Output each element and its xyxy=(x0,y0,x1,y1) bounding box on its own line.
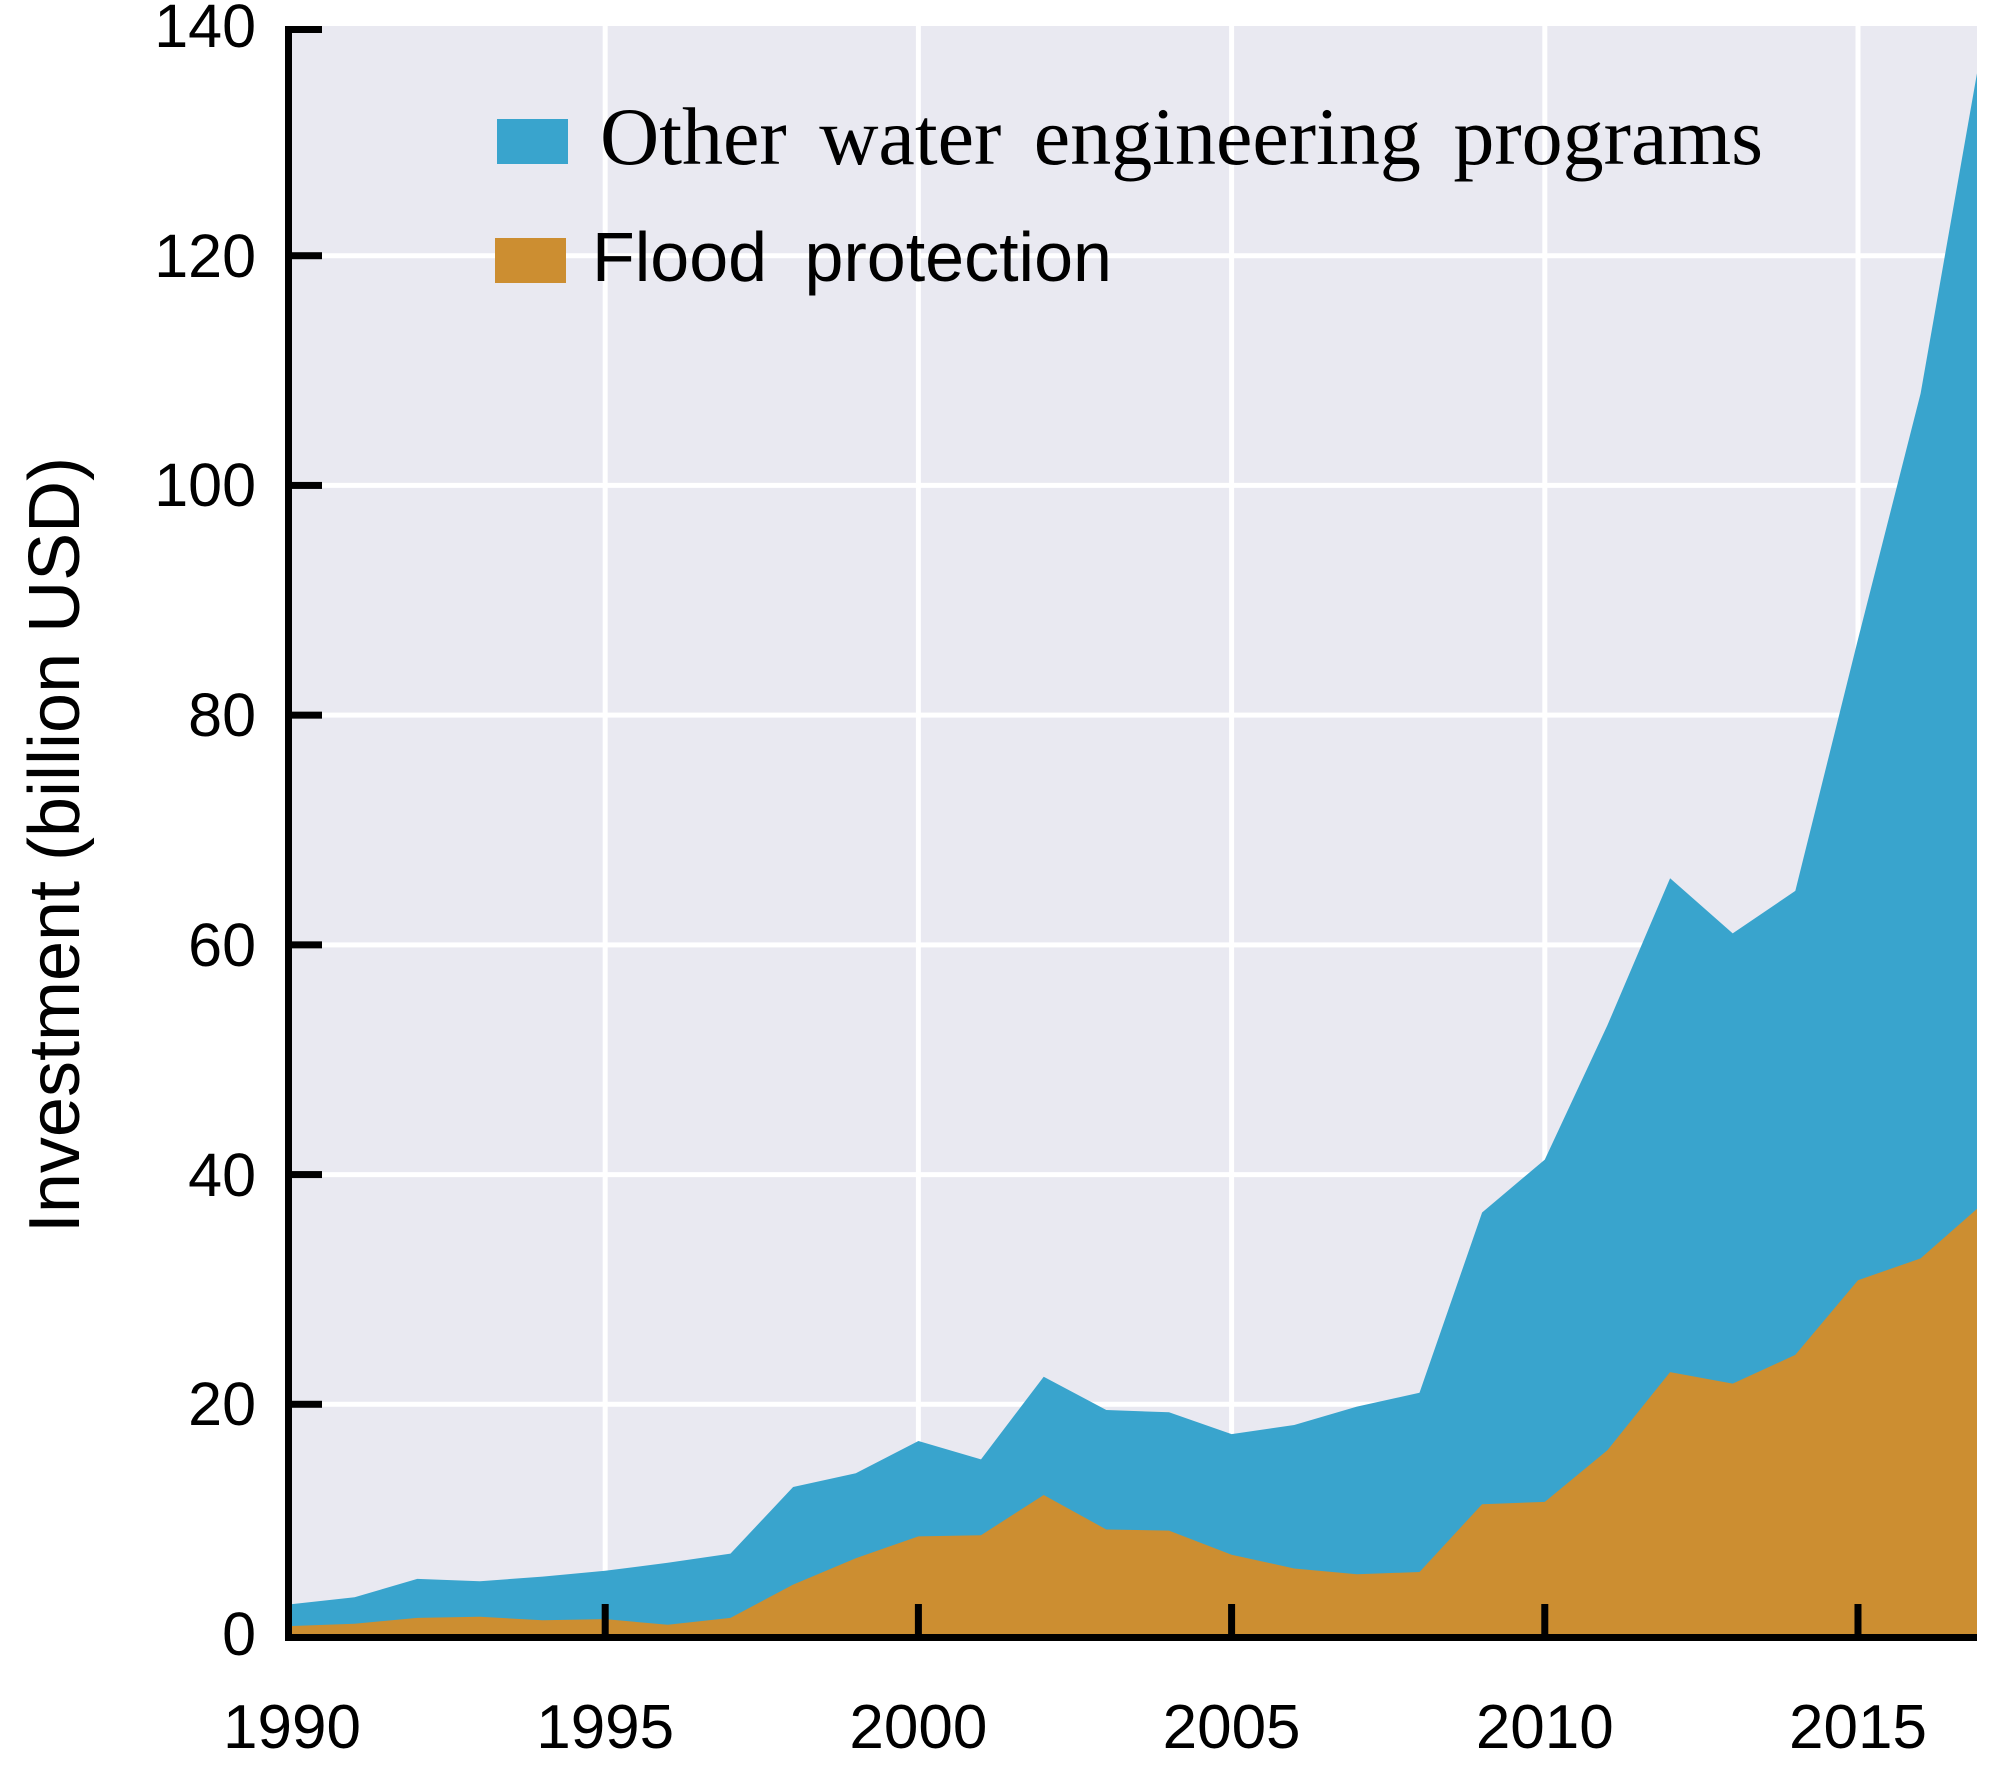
x-axis-spine xyxy=(285,1634,1977,1641)
legend-swatch-other-water xyxy=(497,119,568,164)
legend-swatch-flood-protection xyxy=(495,238,566,283)
legend-label-flood-protection: Flood protection xyxy=(592,217,1112,296)
y-tick-label: 60 xyxy=(188,910,256,979)
x-tick-label: 1995 xyxy=(536,1693,675,1762)
x-tick-label: 1990 xyxy=(223,1693,361,1762)
y-tick-label: 40 xyxy=(188,1140,256,1209)
y-tick-label: 20 xyxy=(188,1370,256,1439)
legend-label-other-water: Other water engineering programs xyxy=(600,91,1764,183)
y-tick-label: 120 xyxy=(154,221,256,290)
x-tick-label: 2005 xyxy=(1162,1693,1301,1762)
plot-area xyxy=(292,26,1977,1634)
y-tick-label: 80 xyxy=(188,681,256,750)
x-tick-label: 2010 xyxy=(1475,1693,1614,1762)
y-tick-label: 140 xyxy=(154,0,256,60)
y-axis-spine xyxy=(285,26,292,1641)
x-tick-label: 2015 xyxy=(1789,1693,1927,1762)
x-tick-label: 2000 xyxy=(849,1693,988,1762)
y-tick-label: 0 xyxy=(222,1600,256,1668)
y-tick-label: 100 xyxy=(154,451,256,520)
stacked-area-plot xyxy=(292,26,1977,1634)
